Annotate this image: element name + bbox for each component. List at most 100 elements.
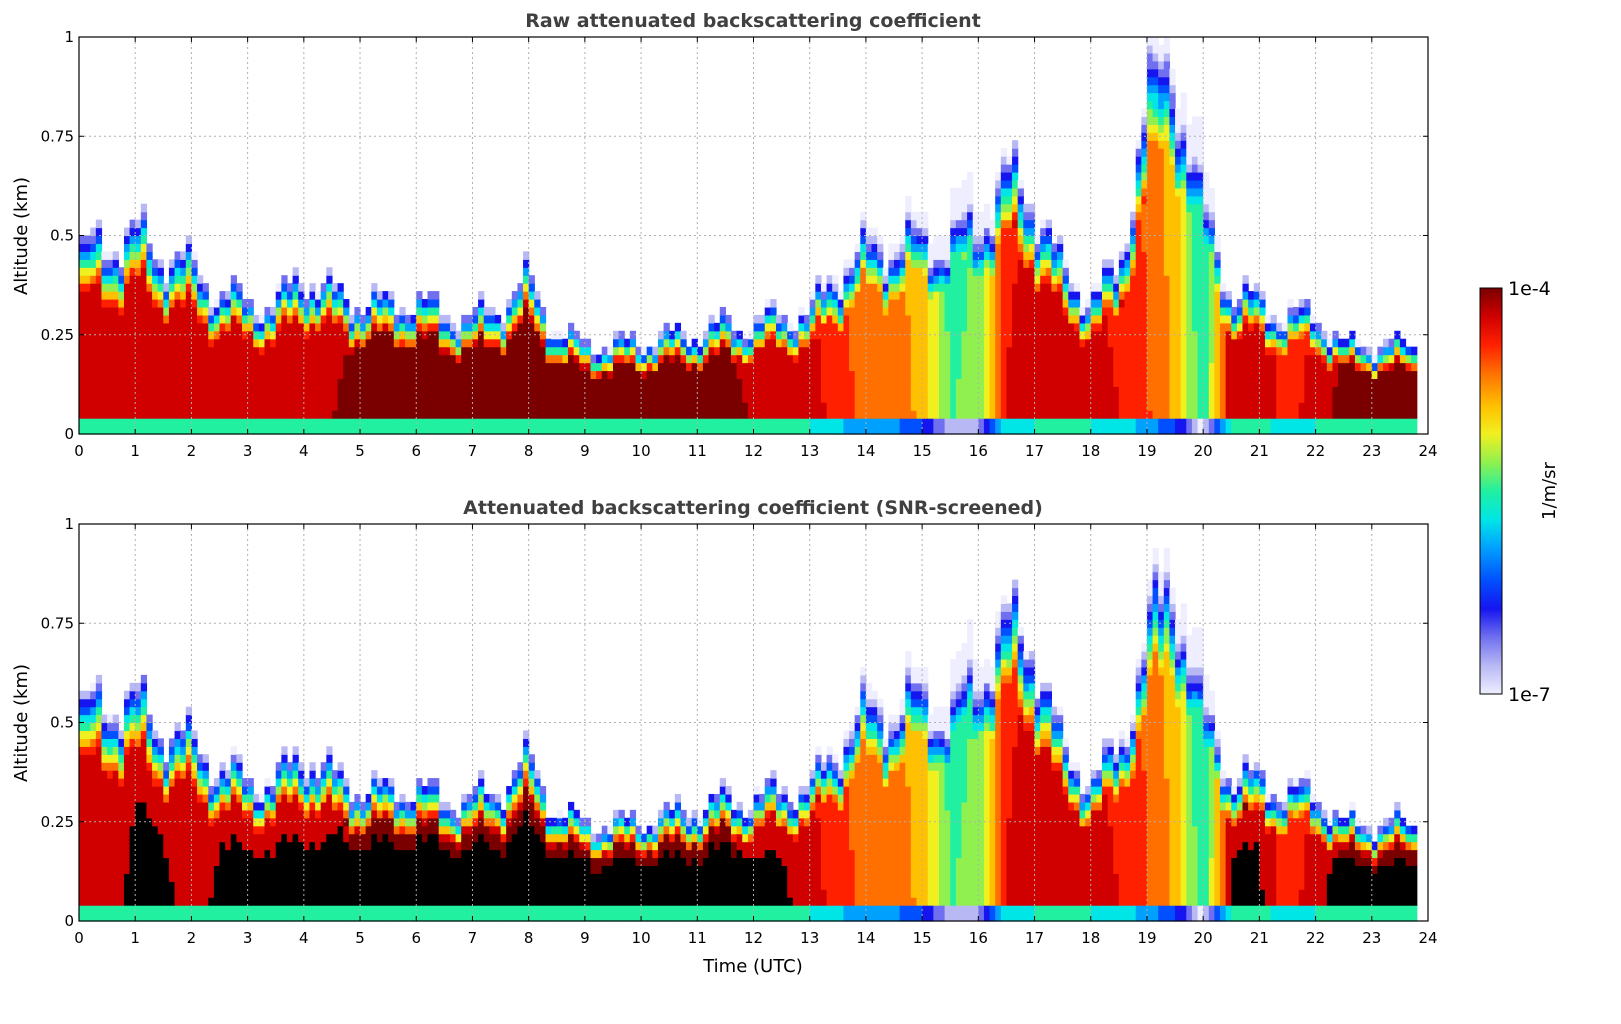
heatmap-cell <box>529 418 535 427</box>
heatmap-cell <box>905 204 911 213</box>
heatmap-cell <box>1040 220 1046 229</box>
heatmap-cell <box>585 347 591 356</box>
heatmap-cell <box>905 299 911 308</box>
heatmap-cell <box>720 315 726 324</box>
heatmap-cell <box>793 347 799 356</box>
heatmap-cell <box>158 418 164 427</box>
heatmap-cell <box>658 386 664 395</box>
heatmap-cell <box>90 842 96 851</box>
heatmap-cell <box>961 228 967 237</box>
heatmap-cell <box>675 402 681 411</box>
heatmap-cell <box>85 794 91 803</box>
heatmap-cell <box>113 355 119 364</box>
heatmap-cell <box>945 267 951 276</box>
heatmap-cell <box>152 323 158 332</box>
heatmap-cell <box>731 355 737 364</box>
heatmap-cell <box>1068 291 1074 300</box>
heatmap-cell <box>1040 370 1046 379</box>
heatmap-cell <box>1299 315 1305 324</box>
heatmap-cell <box>1169 196 1175 205</box>
heatmap-cell <box>349 418 355 427</box>
heatmap-cell <box>146 323 152 332</box>
heatmap-cell <box>1209 363 1215 372</box>
heatmap-cell <box>1332 418 1338 427</box>
heatmap-cell <box>90 418 96 427</box>
heatmap-cell <box>990 251 996 260</box>
heatmap-cell <box>815 426 821 435</box>
heatmap-cell <box>725 363 731 372</box>
heatmap-cell <box>1006 180 1012 189</box>
heatmap-cell <box>922 370 928 379</box>
heatmap-cell <box>990 259 996 268</box>
heatmap-cell <box>394 339 400 348</box>
heatmap-cell <box>124 307 130 316</box>
heatmap-cell <box>855 355 861 364</box>
heatmap-cell <box>843 323 849 332</box>
heatmap-cell <box>248 426 254 435</box>
heatmap-cell <box>866 426 872 435</box>
heatmap-cell <box>540 347 546 356</box>
heatmap-cell <box>1226 410 1232 419</box>
heatmap-cell <box>484 386 490 395</box>
heatmap-cell <box>248 355 254 364</box>
heatmap-cell <box>1361 347 1367 356</box>
heatmap-cell <box>967 299 973 308</box>
heatmap-cell <box>349 386 355 395</box>
heatmap-cell <box>1012 196 1018 205</box>
heatmap-cell <box>1096 418 1102 427</box>
heatmap-cell <box>1243 283 1249 292</box>
heatmap-cell <box>433 426 439 435</box>
heatmap-cell <box>551 378 557 387</box>
heatmap-cell <box>79 873 85 882</box>
heatmap-cell <box>377 378 383 387</box>
heatmap-cell <box>911 370 917 379</box>
heatmap-cell <box>225 347 231 356</box>
heatmap-cell <box>399 307 405 316</box>
heatmap-cell <box>281 426 287 435</box>
heatmap-cell <box>928 363 934 372</box>
heatmap-cell <box>1209 220 1215 229</box>
heatmap-cell <box>990 355 996 364</box>
heatmap-cell <box>180 307 186 316</box>
heatmap-cell <box>1147 108 1153 117</box>
heatmap-cell <box>1153 299 1159 308</box>
heatmap-cell <box>96 905 102 914</box>
heatmap-cell <box>832 339 838 348</box>
heatmap-cell <box>905 212 911 221</box>
heatmap-cell <box>1186 394 1192 403</box>
heatmap-cell <box>956 259 962 268</box>
heatmap-cell <box>1220 426 1226 435</box>
heatmap-cell <box>495 394 501 403</box>
heatmap-cell <box>175 291 181 300</box>
heatmap-cell <box>495 378 501 387</box>
heatmap-cell <box>321 323 327 332</box>
heatmap-cell <box>956 402 962 411</box>
heatmap-cell <box>624 402 630 411</box>
heatmap-cell <box>686 347 692 356</box>
heatmap-cell <box>1175 355 1181 364</box>
heatmap-cell <box>281 402 287 411</box>
heatmap-cell <box>1186 251 1192 260</box>
heatmap-cell <box>1080 323 1086 332</box>
heatmap-cell <box>1237 402 1243 411</box>
heatmap-cell <box>1355 363 1361 372</box>
heatmap-cell <box>113 291 119 300</box>
heatmap-cell <box>1124 339 1130 348</box>
heatmap-cell <box>1051 418 1057 427</box>
heatmap-cell <box>1332 370 1338 379</box>
heatmap-cell <box>338 315 344 324</box>
heatmap-cell <box>765 355 771 364</box>
heatmap-cell <box>163 355 169 364</box>
heatmap-cell <box>96 410 102 419</box>
heatmap-cell <box>945 323 951 332</box>
heatmap-cell <box>883 323 889 332</box>
heatmap-cell <box>113 283 119 292</box>
heatmap-cell <box>405 410 411 419</box>
heatmap-cell <box>1040 386 1046 395</box>
heatmap-cell <box>1164 164 1170 173</box>
heatmap-cell <box>79 315 85 324</box>
heatmap-cell <box>1299 402 1305 411</box>
heatmap-cell <box>118 378 124 387</box>
heatmap-cell <box>888 339 894 348</box>
heatmap-cell <box>461 315 467 324</box>
